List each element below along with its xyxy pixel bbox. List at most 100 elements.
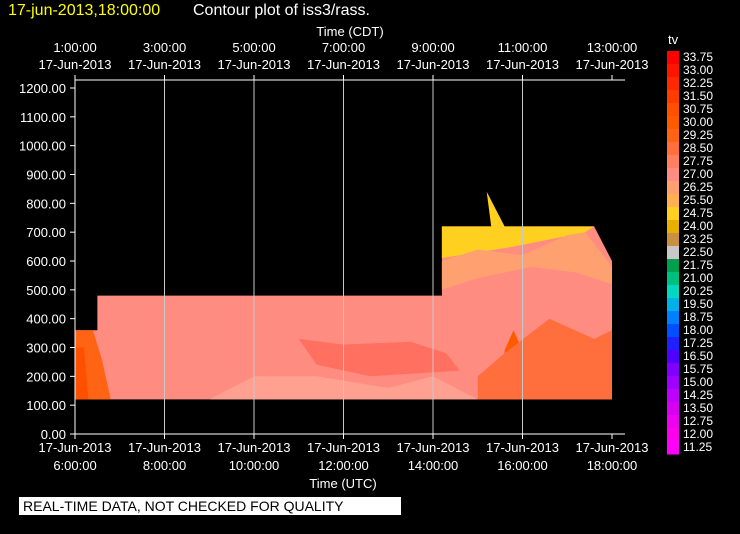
colorbar-value: 24.75 bbox=[683, 206, 713, 220]
bottom-tick-date: 17-Jun-2013 bbox=[307, 440, 380, 455]
bottom-tick-date: 17-Jun-2013 bbox=[397, 440, 470, 455]
top-tick-date: 17-Jun-2013 bbox=[486, 57, 559, 72]
colorbar-value: 30.75 bbox=[683, 102, 713, 116]
colorbar-swatch bbox=[667, 363, 679, 377]
colorbar-value: 22.50 bbox=[683, 245, 713, 259]
tick-labels: 1:00:00 17-Jun-2013 3:00:00 17-Jun-2013 5:00… bbox=[19, 40, 649, 473]
bottom-tick-time: 16:00:00 bbox=[497, 458, 548, 473]
colorbar-swatch bbox=[667, 376, 679, 390]
colorbar-swatch bbox=[667, 207, 679, 221]
top-tick-date: 17-Jun-2013 bbox=[307, 57, 380, 72]
contour-upper-tan bbox=[441, 232, 612, 290]
colorbar-value: 25.50 bbox=[683, 193, 713, 207]
colorbar-value: 24.00 bbox=[683, 219, 713, 233]
colorbar-value: 12.00 bbox=[683, 427, 713, 441]
colorbar-value: 23.25 bbox=[683, 232, 713, 246]
contour-middle-warm bbox=[298, 338, 460, 377]
colorbar-swatch bbox=[667, 441, 679, 455]
grid-lines bbox=[164, 80, 523, 434]
colorbar-value: 27.00 bbox=[683, 167, 713, 181]
top-tick-time: 5:00:00 bbox=[232, 40, 275, 55]
y-tick-label: 700.00 bbox=[26, 225, 66, 240]
colorbar-value: 18.75 bbox=[683, 310, 713, 324]
bottom-tick-date: 17-Jun-2013 bbox=[128, 440, 201, 455]
colorbar-value: 16.50 bbox=[683, 349, 713, 363]
colorbar-swatch bbox=[667, 402, 679, 416]
bottom-tick-date: 17-Jun-2013 bbox=[39, 440, 112, 455]
colorbar-swatch bbox=[667, 90, 679, 104]
y-tick-label: 600.00 bbox=[26, 254, 66, 269]
y-tick-label: 0.00 bbox=[41, 427, 66, 442]
colorbar-swatch bbox=[667, 129, 679, 143]
colorbar-swatch bbox=[667, 246, 679, 260]
top-tick-time: 13:00:00 bbox=[587, 40, 638, 55]
colorbar: 33.7533.0032.2531.5030.7530.0029.2528.50… bbox=[667, 50, 713, 455]
colorbar-swatch bbox=[667, 233, 679, 247]
top-tick-time: 7:00:00 bbox=[322, 40, 365, 55]
colorbar-swatch bbox=[667, 298, 679, 312]
colorbar-swatch bbox=[667, 181, 679, 195]
colorbar-swatch bbox=[667, 77, 679, 91]
colorbar-swatch bbox=[667, 103, 679, 117]
top-tick-date: 17-Jun-2013 bbox=[576, 57, 649, 72]
colorbar-swatch bbox=[667, 155, 679, 169]
colorbar-value: 12.75 bbox=[683, 414, 713, 428]
colorbar-value: 33.75 bbox=[683, 50, 713, 64]
top-tick-date: 17-Jun-2013 bbox=[397, 57, 470, 72]
colorbar-swatch bbox=[667, 64, 679, 78]
bottom-tick-time: 8:00:00 bbox=[143, 458, 186, 473]
colorbar-value: 19.50 bbox=[683, 297, 713, 311]
y-tick-label: 200.00 bbox=[26, 369, 66, 384]
y-tick-label: 900.00 bbox=[26, 168, 66, 183]
top-tick-time: 3:00:00 bbox=[143, 40, 186, 55]
bottom-tick-date: 17-Jun-2013 bbox=[218, 440, 291, 455]
colorbar-value: 28.50 bbox=[683, 141, 713, 155]
colorbar-swatch bbox=[667, 220, 679, 234]
bottom-tick-time: 10:00:00 bbox=[229, 458, 280, 473]
contour-top-bump bbox=[441, 191, 595, 259]
y-tick-label: 400.00 bbox=[26, 312, 66, 327]
colorbar-swatch bbox=[667, 311, 679, 325]
colorbar-value: 26.25 bbox=[683, 180, 713, 194]
colorbar-swatch bbox=[667, 142, 679, 156]
colorbar-value: 11.25 bbox=[683, 440, 712, 454]
y-tick-label: 1200.00 bbox=[19, 81, 66, 96]
top-tick-date: 17-Jun-2013 bbox=[39, 57, 112, 72]
colorbar-swatch bbox=[667, 337, 679, 351]
top-tick-time: 1:00:00 bbox=[53, 40, 96, 55]
colorbar-value: 20.25 bbox=[683, 284, 713, 298]
top-tick-time: 11:00:00 bbox=[498, 40, 548, 55]
colorbar-value: 17.25 bbox=[683, 336, 713, 350]
top-tick-date: 17-Jun-2013 bbox=[128, 57, 201, 72]
colorbar-swatch bbox=[667, 51, 679, 65]
bottom-axis-label: Time (UTC) bbox=[309, 476, 376, 491]
colorbar-swatch bbox=[667, 428, 679, 442]
colorbar-value: 32.25 bbox=[683, 76, 713, 90]
colorbar-value: 29.25 bbox=[683, 128, 713, 142]
colorbar-swatch bbox=[667, 324, 679, 338]
y-tick-label: 500.00 bbox=[26, 283, 66, 298]
colorbar-swatch bbox=[667, 168, 679, 182]
axes bbox=[74, 79, 625, 435]
contour-right-mid bbox=[477, 318, 612, 400]
colorbar-swatch bbox=[667, 194, 679, 208]
y-tick-label: 100.00 bbox=[26, 398, 66, 413]
colorbar-swatch bbox=[667, 350, 679, 364]
top-tick-date: 17-Jun-2013 bbox=[218, 57, 291, 72]
chart-title: Contour plot of iss3/rass. bbox=[193, 2, 370, 19]
y-tick-label: 1100.00 bbox=[20, 110, 66, 125]
top-tick-time: 9:00:00 bbox=[411, 40, 454, 55]
colorbar-value: 21.75 bbox=[683, 258, 713, 272]
colorbar-value: 33.00 bbox=[683, 63, 713, 77]
bottom-tick-time: 6:00:00 bbox=[53, 458, 96, 473]
colorbar-value: 13.50 bbox=[683, 401, 713, 415]
colorbar-swatch bbox=[667, 259, 679, 273]
timestamp-label: 17-jun-2013,18:00:00 bbox=[8, 2, 161, 19]
colorbar-value: 15.00 bbox=[683, 375, 713, 389]
y-tick-label: 800.00 bbox=[26, 196, 66, 211]
colorbar-value: 27.75 bbox=[683, 154, 713, 168]
colorbar-swatch bbox=[667, 415, 679, 429]
colorbar-value: 15.75 bbox=[683, 362, 713, 376]
colorbar-value: 21.00 bbox=[683, 271, 713, 285]
bottom-tick-date: 17-Jun-2013 bbox=[576, 440, 649, 455]
